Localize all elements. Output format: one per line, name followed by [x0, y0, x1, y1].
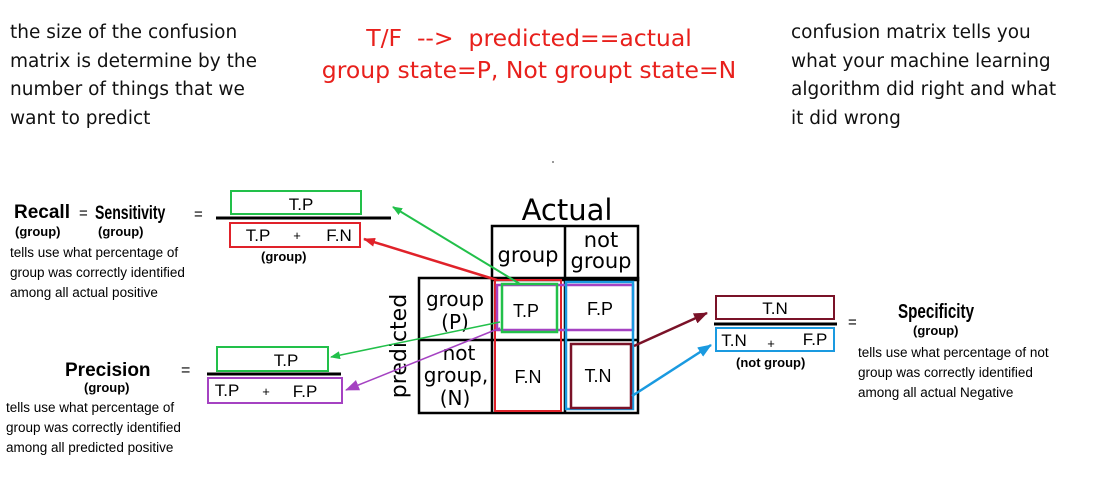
precision-den-tp: T.P [215, 381, 240, 400]
precision-title: Precision [65, 360, 151, 381]
recall-desc-line: group was correctly identified [10, 265, 185, 280]
stray-dot [552, 161, 554, 163]
sensitivity-label: Sensitivity [95, 203, 166, 224]
col-not-label: not [584, 228, 618, 252]
precision-numerator-box [216, 346, 329, 372]
what-note: confusion matrix tells you what your mac… [791, 19, 1056, 133]
specificity-title-sub: (group) [913, 323, 959, 338]
precision-den-fp: F.P [293, 382, 318, 401]
specificity-den-plus: + [767, 336, 775, 351]
what-note-line: it did wrong [791, 107, 901, 129]
legend: T/F --> predicted==actual group state=P,… [300, 22, 758, 86]
precision-desc-line: tells use what percentage of [6, 400, 175, 415]
specificity-description: tells use what percentage of not group w… [858, 343, 1049, 403]
precision-den-plus: + [262, 384, 270, 399]
recall-den-sub: (group) [261, 249, 307, 264]
precision-desc-line: among all predicted positive [6, 440, 174, 455]
specificity-numerator-box [715, 295, 835, 320]
tp-cell-highlight [500, 282, 559, 334]
row-not-group-label: group, [424, 363, 488, 387]
actual-label: Actual [522, 193, 613, 227]
col-not-group-label: group [571, 249, 632, 273]
recall-title: Recall [14, 202, 70, 223]
recall-den-fn: F.N [326, 226, 352, 245]
precision-equals: = [181, 362, 191, 379]
precision-title-sub: (group) [84, 380, 130, 395]
recall-denominator-box [229, 222, 361, 248]
precision-denominator-box [207, 377, 343, 404]
specificity-denominator-box [715, 327, 835, 352]
size-note-line: matrix is determine by the [10, 50, 257, 72]
specificity-den-tn: T.N [721, 331, 747, 350]
what-note-line: confusion matrix tells you [791, 22, 1031, 43]
recall-desc-line: among all actual positive [10, 285, 158, 300]
row-not-n-label: (N) [440, 386, 471, 410]
specificity-desc-line: group was correctly identified [858, 365, 1033, 380]
arrow-tn-to-specificity [633, 311, 708, 348]
tn-cell-highlight [569, 342, 633, 410]
row-group-p-label: (P) [441, 310, 469, 334]
recall-equals-1: = [79, 205, 88, 222]
specificity-desc-line: among all actual Negative [858, 385, 1014, 400]
specificity-den-sub: (not group) [736, 355, 806, 370]
recall-desc-line: tells use what percentage of [10, 245, 179, 260]
arrow-row-to-precision-denominator [345, 327, 501, 391]
precision-numerator: T.P [274, 351, 299, 370]
recall-den-tp: T.P [246, 226, 271, 245]
recall-den-plus: + [293, 228, 301, 243]
specificity-title: Specificity [898, 301, 975, 323]
fn-cell: F.N [515, 367, 542, 387]
specificity-equals: = [848, 314, 857, 331]
recall-title-sub: (group) [15, 224, 61, 239]
specificity-desc-line: tells use what percentage of not [858, 345, 1049, 360]
fp-cell: F.P [587, 299, 613, 319]
precision-desc-line: group was correctly identified [6, 420, 181, 435]
size-note-line: number of things that we [10, 79, 245, 100]
arrow-tp-to-precision [330, 321, 501, 360]
recall-equals-2: = [194, 206, 203, 223]
recall-numerator-box [230, 190, 362, 215]
row-group-label: group [426, 287, 484, 311]
recall-column-highlight [494, 279, 562, 412]
arrow-tp-to-recall [392, 206, 521, 285]
legend-line-state: group state=P, Not groupt state=N [321, 56, 737, 84]
precision-description: tells use what percentage of group was c… [6, 398, 181, 458]
predicted-label: predicted [387, 294, 412, 398]
what-note-line: what your machine learning [791, 50, 1051, 72]
size-note-line: want to predict [10, 107, 151, 129]
size-note: the size of the confusion matrix is dete… [10, 19, 257, 133]
tp-cell: T.P [513, 301, 539, 321]
recall-description: tells use what percentage of group was c… [10, 243, 185, 303]
what-note-line: algorithm did right and what [791, 79, 1057, 100]
col-group-label: group [498, 243, 559, 267]
legend-line-tf: T/F --> predicted==actual [366, 24, 692, 52]
tn-cell: T.N [585, 366, 612, 386]
recall-numerator: T.P [289, 195, 314, 214]
sensitivity-sub: (group) [98, 224, 144, 239]
size-note-line: the size of the confusion [10, 22, 238, 43]
specificity-numerator: T.N [762, 299, 788, 318]
arrow-column-to-recall-denominator [363, 237, 498, 282]
specificity-den-fp: F.P [803, 330, 828, 349]
arrow-column-to-specificity-denominator [631, 343, 712, 398]
